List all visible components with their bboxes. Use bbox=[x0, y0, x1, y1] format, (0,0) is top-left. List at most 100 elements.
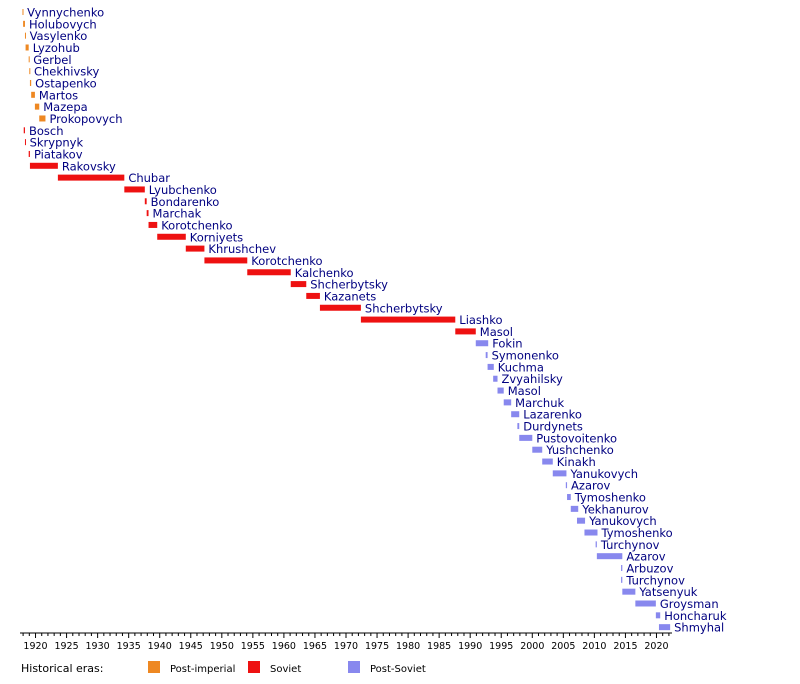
bar-33 bbox=[497, 387, 504, 394]
x-tick-label-1980: 1980 bbox=[396, 641, 420, 652]
labels-layer: VynnychenkoHolubovychVasylenkoLyzohubGer… bbox=[27, 6, 727, 635]
bar-label-50: Yatsenyuk bbox=[638, 585, 697, 599]
bar-39 bbox=[542, 458, 553, 465]
bar-label-21: Khrushchev bbox=[208, 242, 276, 256]
bar-label-53: Shmyhal bbox=[674, 621, 724, 635]
bar-label-35: Lazarenko bbox=[523, 408, 582, 422]
bar-10 bbox=[39, 115, 46, 122]
bar-label-24: Shcherbytsky bbox=[310, 278, 388, 292]
bar-label-36: Durdynets bbox=[523, 420, 583, 434]
bar-4 bbox=[25, 44, 29, 51]
bar-53 bbox=[658, 624, 671, 631]
x-tick-label-1960: 1960 bbox=[272, 641, 296, 652]
bar-44 bbox=[576, 517, 586, 524]
legend-label-soviet: Soviet bbox=[270, 664, 301, 675]
bar-label-31: Kuchma bbox=[498, 360, 544, 374]
bar-label-1: Vynnychenko bbox=[27, 6, 104, 20]
x-tick-label-1975: 1975 bbox=[365, 641, 389, 652]
bar-label-2: Holubovych bbox=[29, 17, 97, 31]
x-axis: 1920 1925 1930 1935 1940 1945 1950 1955 1960 1965… bbox=[20, 632, 672, 652]
bar-50 bbox=[622, 588, 636, 595]
bar-label-3: Vasylenko bbox=[30, 29, 88, 43]
bar-24 bbox=[290, 281, 307, 288]
bar-label-12: Skrypnyk bbox=[30, 136, 84, 150]
bar-label-14: Rakovsky bbox=[62, 159, 116, 173]
legend: Historical eras: Post-imperial Soviet Post-… bbox=[21, 661, 426, 675]
bar-label-6: Chekhivsky bbox=[34, 65, 100, 79]
bar-29 bbox=[475, 340, 489, 347]
bar-6 bbox=[29, 68, 31, 75]
bar-label-26: Shcherbytsky bbox=[365, 301, 443, 315]
bar-5 bbox=[28, 56, 30, 63]
x-tick-label-2020: 2020 bbox=[644, 641, 668, 652]
bar-label-37: Pustovoitenko bbox=[536, 431, 617, 445]
bars-layer bbox=[22, 9, 671, 631]
bar-23 bbox=[247, 269, 291, 276]
bar-43 bbox=[570, 505, 579, 512]
bar-13 bbox=[28, 150, 30, 157]
bar-label-11: Bosch bbox=[29, 124, 64, 138]
bar-41 bbox=[565, 482, 568, 489]
x-tick-label-1950: 1950 bbox=[210, 641, 234, 652]
x-tick-label-2000: 2000 bbox=[520, 641, 544, 652]
x-tick-label-1990: 1990 bbox=[458, 641, 482, 652]
bar-label-5: Gerbel bbox=[33, 53, 71, 67]
bar-label-39: Kinakh bbox=[557, 455, 596, 469]
bar-31 bbox=[487, 363, 494, 370]
bar-28 bbox=[455, 328, 476, 335]
bar-label-29: Fokin bbox=[492, 337, 522, 351]
bar-label-32: Zvyahilsky bbox=[502, 372, 563, 386]
bar-label-28: Masol bbox=[480, 325, 513, 339]
bar-label-25: Kazanets bbox=[324, 289, 376, 303]
bar-label-17: Bondarenko bbox=[151, 195, 220, 209]
bar-18 bbox=[146, 210, 149, 217]
legend-label-post_soviet: Post-Soviet bbox=[370, 664, 426, 675]
bar-49 bbox=[621, 576, 623, 583]
bar-label-13: Piatakov bbox=[34, 147, 83, 161]
x-tick-label-2010: 2010 bbox=[582, 641, 606, 652]
bar-11 bbox=[23, 127, 25, 134]
bar-25 bbox=[306, 292, 320, 299]
bar-label-47: Azarov bbox=[626, 550, 665, 564]
bar-26 bbox=[319, 304, 361, 311]
bar-38 bbox=[532, 446, 543, 453]
x-tick-label-1955: 1955 bbox=[241, 641, 265, 652]
bar-1 bbox=[22, 9, 24, 15]
bar-label-30: Symonenko bbox=[492, 349, 559, 363]
bar-label-42: Tymoshenko bbox=[574, 491, 646, 505]
bar-label-51: Groysman bbox=[660, 597, 719, 611]
bar-label-18: Marchak bbox=[153, 207, 202, 221]
bar-label-19: Korotchenko bbox=[161, 218, 232, 232]
x-tick-label-1920: 1920 bbox=[23, 641, 47, 652]
bar-label-52: Honcharuk bbox=[664, 609, 727, 623]
legend-swatch-post_imperial bbox=[148, 661, 160, 673]
bar-label-48: Arbuzov bbox=[626, 562, 673, 576]
legend-title: Historical eras: bbox=[21, 662, 104, 675]
bar-40 bbox=[552, 470, 567, 477]
bar-46 bbox=[595, 541, 597, 548]
bar-3 bbox=[24, 32, 26, 39]
x-tick-label-1940: 1940 bbox=[148, 641, 172, 652]
bar-48 bbox=[621, 565, 623, 572]
bar-8 bbox=[31, 91, 35, 98]
x-tick-label-1995: 1995 bbox=[489, 641, 513, 652]
bar-19 bbox=[148, 221, 158, 228]
bar-label-41: Azarov bbox=[571, 479, 610, 493]
bar-label-46: Turchynov bbox=[600, 538, 660, 552]
bar-label-38: Yushchenko bbox=[545, 443, 614, 457]
bar-12 bbox=[24, 139, 26, 146]
bar-label-20: Korniyets bbox=[190, 230, 243, 244]
x-tick-label-2015: 2015 bbox=[613, 641, 637, 652]
x-tick-label-1925: 1925 bbox=[54, 641, 78, 652]
bar-label-45: Tymoshenko bbox=[600, 526, 672, 540]
x-tick-label-1965: 1965 bbox=[303, 641, 327, 652]
bar-label-44: Yanukovych bbox=[588, 514, 657, 528]
bar-label-40: Yanukovych bbox=[569, 467, 638, 481]
bar-7 bbox=[29, 79, 32, 86]
x-tick-label-1935: 1935 bbox=[117, 641, 141, 652]
bar-27 bbox=[360, 316, 456, 323]
bar-label-34: Marchuk bbox=[515, 396, 564, 410]
x-tick-label-1945: 1945 bbox=[179, 641, 203, 652]
bar-21 bbox=[185, 245, 205, 252]
